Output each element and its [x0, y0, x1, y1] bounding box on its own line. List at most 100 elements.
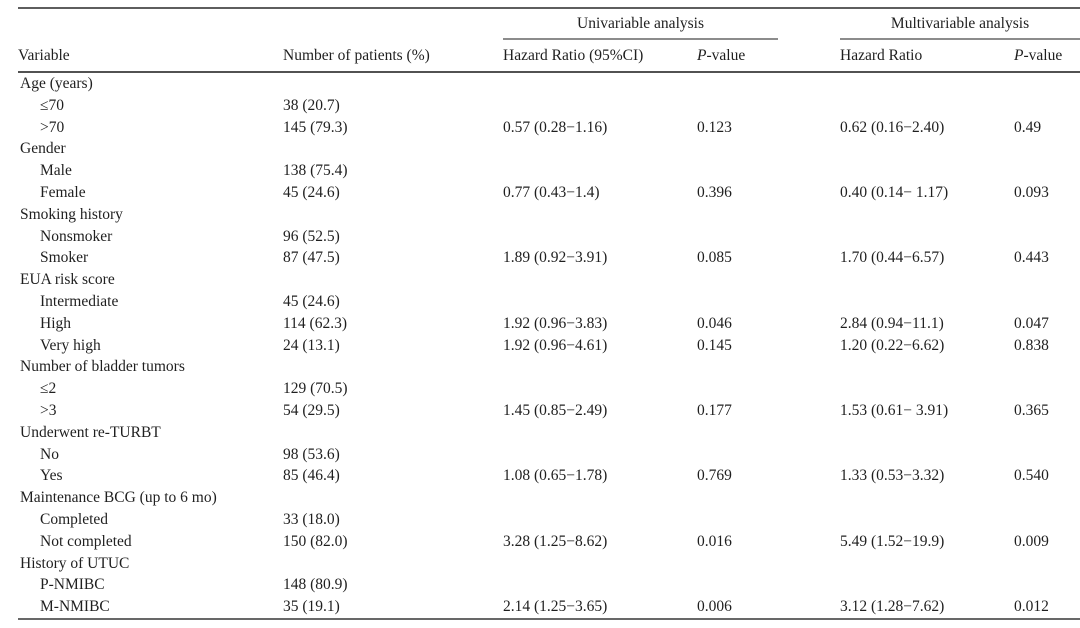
cell-variable: Underwent re-TURBT — [20, 423, 161, 441]
table-row: Nonsmoker 96 (52.5) — [18, 226, 1080, 248]
cell-uni-hazard-ratio: 0.57 (0.28−1.16) — [503, 118, 608, 136]
cell-n-patients: 96 (52.5) — [283, 227, 340, 245]
cell-multi-hazard-ratio: 5.49 (1.52−19.9) — [840, 532, 945, 550]
cell-variable: Age (years) — [20, 75, 93, 92]
cell-uni-hazard-ratio — [503, 291, 697, 313]
cell-variable: Female — [40, 183, 86, 201]
cell-multi-p-value: 0.49 — [1014, 118, 1042, 136]
cell-n-patients: 129 (70.5) — [283, 380, 348, 398]
cell-variable: P-NMIBC — [40, 576, 105, 594]
column-header-multi-hazard-ratio: Hazard Ratio — [840, 40, 1015, 73]
cell-uni-p-value — [697, 160, 840, 182]
cell-n-patients: 150 (82.0) — [283, 532, 348, 550]
cell-variable: >3 — [40, 401, 57, 419]
column-header-multi-p-value: P-value — [1014, 40, 1080, 73]
table-row: EUA risk score — [18, 269, 1080, 291]
cell-uni-hazard-ratio — [503, 226, 697, 248]
table-row: No 98 (53.6) — [18, 444, 1080, 466]
cell-multi-hazard-ratio — [840, 553, 1014, 575]
cell-uni-p-value: 0.177 — [697, 401, 732, 419]
cell-uni-hazard-ratio — [503, 422, 697, 444]
cell-n-patients: 145 (79.3) — [283, 118, 348, 136]
cell-multi-hazard-ratio: 1.33 (0.53−3.32) — [840, 467, 945, 485]
cell-uni-p-value — [697, 422, 840, 444]
table-row: M-NMIBC 35 (19.1) 2.14 (1.25−3.65) 0.006… — [18, 596, 1080, 619]
cell-uni-p-value — [697, 574, 840, 596]
cell-uni-hazard-ratio — [503, 378, 697, 400]
cell-multi-p-value — [1014, 160, 1080, 182]
cell-multi-p-value — [1014, 422, 1080, 444]
cell-n-patients: 24 (13.1) — [283, 336, 340, 354]
cell-multi-hazard-ratio — [840, 378, 1014, 400]
cell-uni-p-value: 0.016 — [697, 532, 732, 550]
table-row: >3 54 (29.5) 1.45 (0.85−2.49) 0.177 1.53… — [18, 400, 1080, 422]
table-row: Underwent re-TURBT — [18, 422, 1080, 444]
cell-uni-p-value — [697, 72, 840, 95]
cell-multi-p-value — [1014, 138, 1080, 160]
cell-multi-hazard-ratio: 1.53 (0.61− 3.91) — [840, 401, 949, 419]
cell-variable: Smoker — [40, 249, 89, 267]
cell-variable: Intermediate — [40, 292, 119, 310]
group-header-spacer — [18, 8, 283, 40]
table-row: Yes 85 (46.4) 1.08 (0.65−1.78) 0.769 1.3… — [18, 465, 1080, 487]
cell-n-patients: 45 (24.6) — [283, 292, 340, 310]
cell-uni-p-value — [697, 95, 840, 117]
cell-variable: Nonsmoker — [40, 227, 113, 245]
cell-uni-hazard-ratio — [503, 356, 697, 378]
cell-multi-hazard-ratio: 3.12 (1.28−7.62) — [840, 598, 945, 616]
cell-variable: >70 — [40, 118, 65, 136]
cell-multi-hazard-ratio: 2.84 (0.94−11.1) — [840, 314, 944, 332]
column-header-variable: Variable — [18, 40, 283, 73]
cell-uni-hazard-ratio — [503, 509, 697, 531]
group-header-spacer — [283, 8, 503, 40]
cell-variable: EUA risk score — [20, 271, 115, 289]
cell-variable: ≤2 — [40, 380, 57, 398]
cell-n-patients — [283, 204, 503, 226]
cell-multi-hazard-ratio: 1.70 (0.44−6.57) — [840, 249, 945, 267]
cell-uni-p-value — [697, 291, 840, 313]
cell-n-patients — [283, 553, 503, 575]
cell-n-patients: 138 (75.4) — [283, 162, 348, 180]
cell-uni-p-value: 0.145 — [697, 336, 732, 354]
cell-n-patients — [283, 422, 503, 444]
table-row: High 114 (62.3) 1.92 (0.96−3.83) 0.046 2… — [18, 313, 1080, 335]
table-row: ≤70 38 (20.7) — [18, 95, 1080, 117]
cell-multi-hazard-ratio: 1.20 (0.22−6.62) — [840, 336, 945, 354]
cell-uni-hazard-ratio — [503, 160, 697, 182]
cell-n-patients — [283, 138, 503, 160]
group-header-row: Univariable analysis Multivariable analy… — [18, 8, 1080, 40]
cell-uni-hazard-ratio — [503, 553, 697, 575]
cell-multi-hazard-ratio — [840, 226, 1014, 248]
cell-variable: M-NMIBC — [40, 598, 110, 616]
cell-multi-hazard-ratio — [840, 160, 1014, 182]
cell-variable: Not completed — [40, 532, 132, 550]
cell-multi-p-value: 0.838 — [1014, 336, 1049, 354]
cell-uni-hazard-ratio — [503, 138, 697, 160]
table-row: Gender — [18, 138, 1080, 160]
multivariable-group-label: Multivariable analysis — [840, 15, 1080, 40]
cell-multi-p-value — [1014, 574, 1080, 596]
cell-multi-p-value — [1014, 553, 1080, 575]
cell-multi-hazard-ratio — [840, 204, 1014, 226]
cell-multi-p-value: 0.093 — [1014, 183, 1049, 201]
cell-multi-p-value — [1014, 204, 1080, 226]
cell-uni-hazard-ratio: 1.92 (0.96−3.83) — [503, 314, 608, 332]
cell-uni-p-value — [697, 269, 840, 291]
cell-uni-p-value — [697, 553, 840, 575]
multivariable-group-header: Multivariable analysis — [840, 8, 1080, 40]
cell-uni-p-value: 0.396 — [697, 183, 732, 201]
cell-uni-p-value — [697, 226, 840, 248]
cell-uni-hazard-ratio: 3.28 (1.25−8.62) — [503, 532, 608, 550]
cell-uni-hazard-ratio — [503, 444, 697, 466]
cell-uni-hazard-ratio — [503, 487, 697, 509]
cell-variable: ≤70 — [40, 96, 65, 114]
table-row: Female 45 (24.6) 0.77 (0.43−1.4) 0.396 0… — [18, 182, 1080, 204]
analysis-table: Univariable analysis Multivariable analy… — [18, 7, 1080, 620]
column-header-uni-p-value: P-value — [697, 40, 841, 73]
cell-multi-hazard-ratio — [840, 291, 1014, 313]
cell-n-patients: 114 (62.3) — [283, 314, 347, 332]
cell-n-patients: 87 (47.5) — [283, 249, 340, 267]
cell-variable: High — [40, 314, 71, 332]
cell-multi-p-value: 0.540 — [1014, 467, 1049, 485]
